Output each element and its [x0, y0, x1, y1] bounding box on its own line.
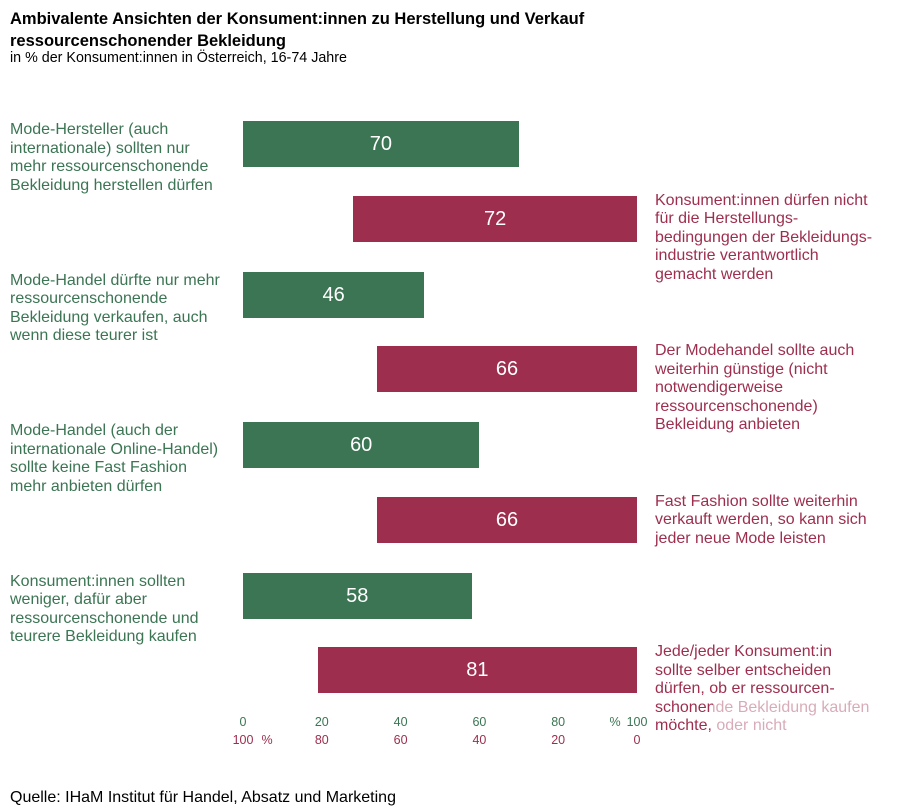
category-label-line: Jede/jeder Konsument:in: [655, 643, 832, 660]
chart-subtitle: in % der Konsument:innen in Österreich, …: [10, 49, 347, 66]
category-label-line: sollte selber entscheiden: [655, 661, 832, 679]
category-label-line: für die Herstellungs-: [655, 210, 799, 227]
category-label-line: Konsument:innen dürfen nicht: [655, 191, 868, 209]
red-bar-4: [317, 647, 637, 693]
green-category-label-2: Mode-Handel dürfte nur mehr ressourcensch…: [10, 272, 220, 346]
category-label-line: internationale) sollten nur: [10, 139, 190, 157]
chart-title-line-2: ressourcenschonender Bekleidung: [10, 32, 286, 50]
green-bar-value-4: 58: [346, 584, 369, 607]
red-bar-value-4: 81: [466, 659, 489, 681]
green-bar-value-2: 46: [322, 283, 345, 306]
category-label-line: internationale Online-Handel): [10, 440, 219, 458]
category-label-line: Konsument:innen sollten: [10, 572, 186, 590]
source-note: Quelle: IHaM Institut für Handel, Absatz…: [10, 788, 396, 806]
green-bar-value-1: 70: [369, 133, 393, 155]
category-label-line: Fast Fashion sollte weiterhin: [655, 492, 858, 510]
red-bar-3: [376, 496, 637, 543]
green-bar-3: [243, 422, 480, 468]
green-bar-2: [243, 271, 425, 318]
category-label-line: weiterhin günstige (nicht: [655, 360, 828, 378]
category-label-line: Mode-Handel dürfte nur mehr: [10, 271, 220, 289]
green-bar-4: [243, 572, 472, 619]
red-axis-tick-label: 40: [472, 733, 487, 747]
category-label-line: bedingungen der Bekleidungs-: [655, 228, 873, 246]
green-axis-unit-label: %: [609, 715, 621, 729]
red-axis-unit-label: %: [261, 733, 273, 747]
category-label-line: dürfen, ob er ressourcen-: [655, 680, 835, 697]
category-label-line: teurere Bekleidung kaufen: [10, 628, 197, 645]
green-axis-tick-label: 20: [314, 715, 329, 729]
red-axis-tick-label: 80: [314, 733, 329, 747]
green-axis-tick-label: 40: [393, 715, 408, 729]
red-bar-value-3: 66: [495, 508, 519, 531]
red-axis-tick-label: 0: [633, 733, 641, 747]
category-label-line: mehr anbieten dürfen: [10, 477, 163, 495]
category-label-line: ressourcenschonende): [655, 397, 818, 415]
faded-overlay-box: [713, 694, 913, 748]
green-bar-1: [243, 121, 519, 167]
red-bar-value-1: 72: [484, 207, 507, 230]
category-label-line: ressourcenschonende und: [10, 609, 199, 627]
red-bar-2: [376, 346, 637, 392]
green-axis-tick-label: 0: [239, 715, 247, 729]
green-category-label-3: Mode-Handel (auch der internationale Onli…: [10, 422, 218, 496]
category-label-line: verkauft werden, so kann sich: [655, 511, 867, 528]
category-label-line: Bekleidung anbieten: [655, 416, 801, 433]
green-axis-tick-label: 60: [472, 715, 487, 729]
red-bar-1: [353, 195, 637, 242]
category-label-line: Der Modehandel sollte auch: [655, 342, 855, 359]
red-axis-tick-label: 100: [232, 733, 254, 747]
category-label-line: Mode-Hersteller (auch: [10, 121, 169, 138]
red-axis-tick-label: 60: [393, 733, 408, 747]
category-label-line: Bekleidung verkaufen, auch: [10, 308, 208, 326]
green-category-label-4: Konsument:innen sollten weniger, dafür ab…: [10, 573, 199, 647]
green-category-label-1: Mode-Hersteller (auch internationale) sol…: [10, 121, 213, 195]
category-label-line: Bekleidung herstellen dürfen: [10, 176, 213, 194]
category-label-line: industrie verantwortlich: [655, 247, 819, 264]
category-label-line: mehr ressourcenschonende: [10, 158, 209, 175]
red-category-label-2: Der Modehandel sollte auch weiterhin güns…: [655, 342, 854, 435]
red-category-label-1: Konsument:innen dürfen nicht für die Hers…: [655, 192, 872, 285]
chart-title-line-1: Ambivalente Ansichten der Konsument:inne…: [10, 10, 585, 28]
category-label-line: notwendigerweise: [655, 379, 784, 396]
category-label-line: Mode-Handel (auch der: [10, 422, 179, 439]
green-axis-tick-label: 100: [626, 715, 648, 729]
green-bar-value-3: 60: [350, 434, 373, 456]
category-label-line: weniger, dafür aber: [10, 591, 147, 608]
category-label-line: wenn diese teurer ist: [10, 327, 158, 344]
red-category-label-3: Fast Fashion sollte weiterhin verkauft we…: [655, 493, 867, 549]
red-bar-value-2: 66: [495, 358, 519, 380]
category-label-line: gemacht werden: [655, 265, 774, 283]
green-axis-tick-label: 80: [551, 715, 566, 729]
category-label-line: jeder neue Mode leisten: [655, 529, 826, 547]
category-label-line: sollte keine Fast Fashion: [10, 459, 187, 476]
category-label-line: ressourcenschonende: [10, 290, 168, 307]
red-axis-tick-label: 20: [551, 733, 566, 747]
